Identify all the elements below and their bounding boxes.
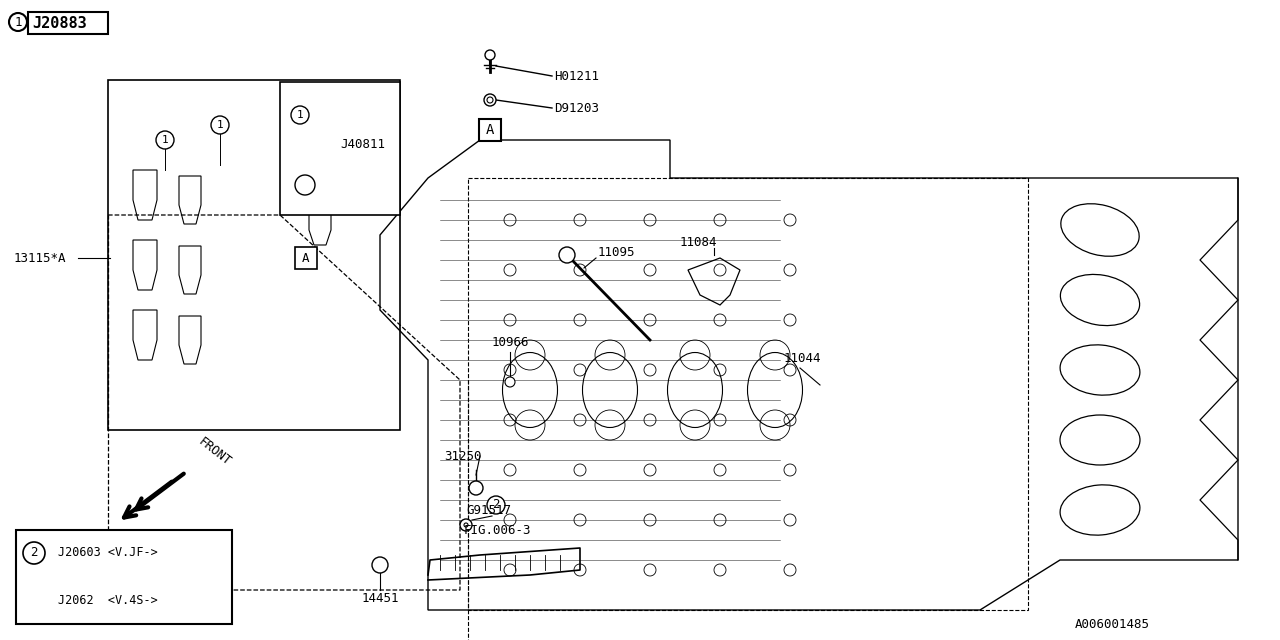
Text: 1: 1 [161,135,169,145]
Text: J20603 <V.JF->: J20603 <V.JF-> [58,547,157,559]
Circle shape [486,97,493,103]
Text: 10966: 10966 [492,335,530,349]
Circle shape [486,496,506,514]
Text: J20883: J20883 [32,15,87,31]
Text: 13115*A: 13115*A [14,252,67,264]
Text: A006001485: A006001485 [1075,618,1149,630]
Text: 1: 1 [216,120,224,130]
Bar [15,530,232,624]
Text: FRONT: FRONT [196,435,233,468]
Text: A: A [302,252,310,264]
Text: 11084: 11084 [680,236,718,248]
Circle shape [506,377,515,387]
Bar [294,247,317,269]
Text: 2: 2 [493,499,499,511]
Text: 11095: 11095 [598,246,635,259]
Circle shape [465,523,468,527]
Circle shape [485,50,495,60]
Circle shape [23,542,45,564]
Text: 31250: 31250 [444,449,481,463]
Text: 2: 2 [31,547,37,559]
Text: 1: 1 [297,110,303,120]
Circle shape [484,94,497,106]
Text: 1: 1 [14,15,22,29]
Text: A: A [486,123,494,137]
Circle shape [460,519,472,531]
Bar [468,178,1028,610]
Text: J40811: J40811 [340,138,385,150]
Bar [108,80,399,430]
Text: FIG.006-3: FIG.006-3 [465,524,531,536]
Circle shape [468,481,483,495]
Circle shape [559,247,575,263]
Bar [28,12,108,34]
Text: H01211: H01211 [554,70,599,83]
Text: G91517: G91517 [466,504,511,516]
Bar [479,119,500,141]
Text: 14451: 14451 [362,591,399,605]
Text: 11044: 11044 [783,351,822,365]
Circle shape [211,116,229,134]
Circle shape [372,557,388,573]
Circle shape [294,175,315,195]
Text: D91203: D91203 [554,102,599,115]
Circle shape [156,131,174,149]
Text: J2062  <V.4S->: J2062 <V.4S-> [58,593,157,607]
Circle shape [291,106,308,124]
Circle shape [9,13,27,31]
Bar [280,82,399,215]
